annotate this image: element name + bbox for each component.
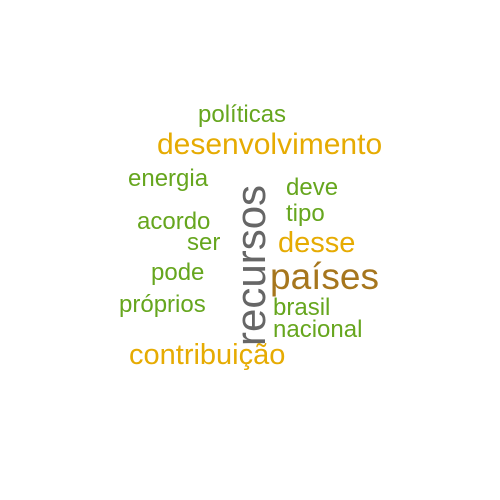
word-desse: desse <box>278 227 356 259</box>
word-energia: energia <box>128 165 209 192</box>
word-tipo: tipo <box>286 200 325 227</box>
word-nacional: nacional <box>273 316 363 343</box>
word-acordo: acordo <box>137 208 211 235</box>
word-politicas: políticas <box>198 101 287 128</box>
word-deve: deve <box>286 174 339 201</box>
word-recursos: recursos <box>227 184 274 346</box>
word-brasil: brasil <box>273 294 331 321</box>
word-proprios: próprios <box>119 291 206 318</box>
word-paises: países <box>270 256 380 297</box>
word-ser: ser <box>187 229 221 256</box>
word-desenvolvimento: desenvolvimento <box>157 128 383 161</box>
word-contribuicao: contribuição <box>129 339 286 371</box>
word-pode: pode <box>151 259 205 286</box>
